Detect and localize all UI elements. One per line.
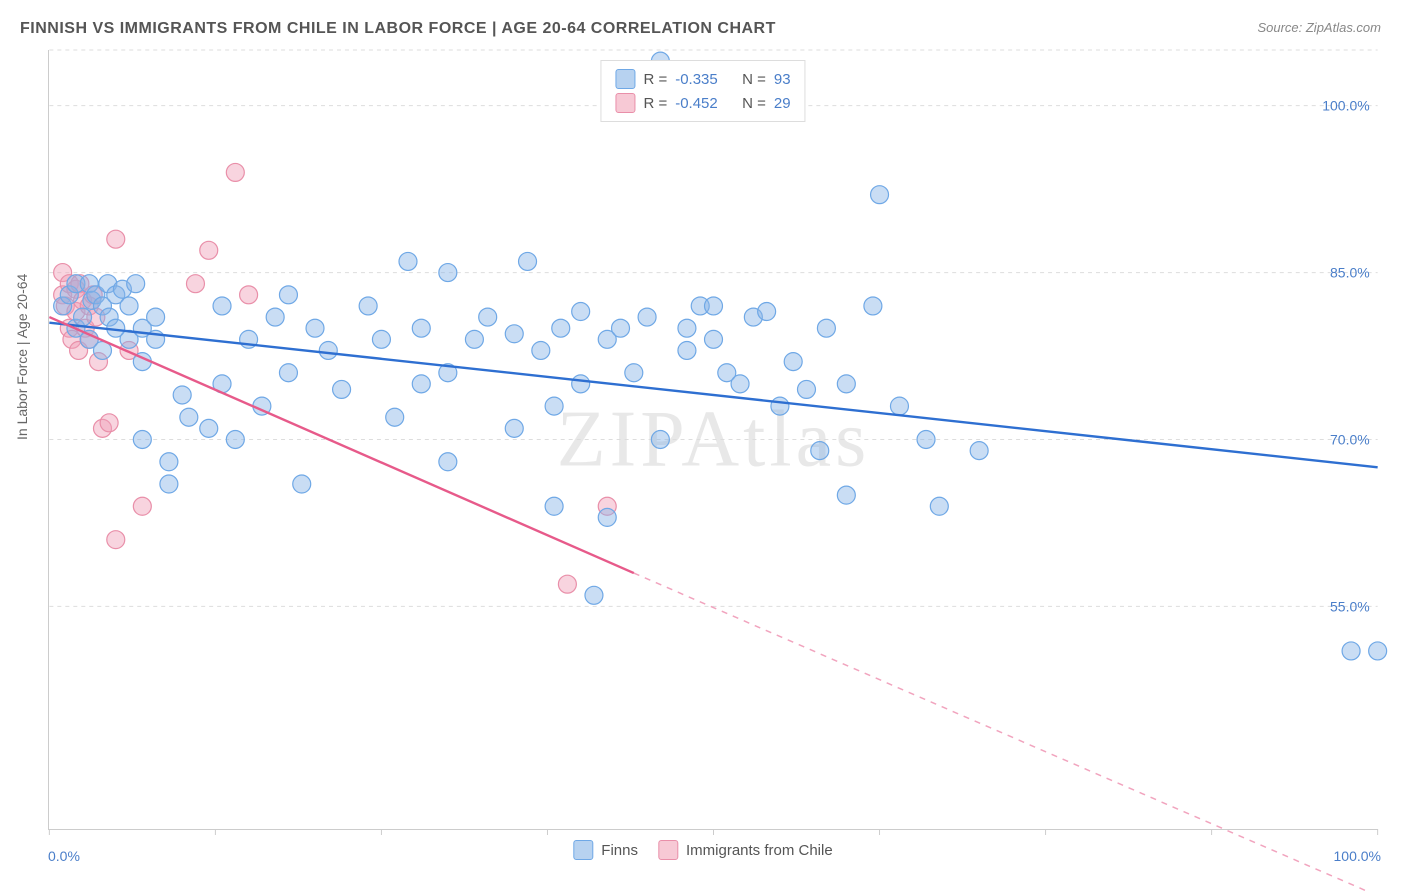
chart-title: FINNISH VS IMMIGRANTS FROM CHILE IN LABO… [20, 20, 776, 38]
source-credit: Source: ZipAtlas.com [1257, 20, 1381, 35]
swatch-finns [615, 69, 635, 89]
r-value-finns: -0.335 [675, 71, 718, 88]
series-legend: Finns Immigrants from Chile [565, 838, 840, 862]
r-label: R = [643, 71, 667, 88]
chart-plot-area: ZIPAtlas 55.0%70.0%85.0%100.0% [48, 50, 1378, 830]
swatch-chile [615, 93, 635, 113]
source-prefix: Source: [1257, 20, 1305, 35]
n-label: N = [742, 71, 766, 88]
legend-label-chile: Immigrants from Chile [686, 842, 833, 859]
n-value-chile: 29 [774, 95, 791, 112]
legend-label-finns: Finns [601, 842, 638, 859]
swatch-chile [658, 840, 678, 860]
n-value-finns: 93 [774, 71, 791, 88]
r-value-chile: -0.452 [675, 95, 718, 112]
svg-text:55.0%: 55.0% [1330, 598, 1370, 614]
svg-text:85.0%: 85.0% [1330, 265, 1370, 281]
svg-text:100.0%: 100.0% [1322, 98, 1369, 114]
legend-row-chile: R = -0.452 N = 29 [615, 91, 790, 115]
swatch-finns [573, 840, 593, 860]
scatter-plot-svg: 55.0% 70.0% 85.0% 100.0% [49, 50, 1378, 829]
svg-text:70.0%: 70.0% [1330, 431, 1370, 447]
y-axis-label: In Labor Force | Age 20-64 [14, 274, 30, 440]
n-label: N = [742, 95, 766, 112]
x-tick-100: 100.0% [1334, 848, 1381, 864]
correlation-legend: R = -0.335 N = 93 R = -0.452 N = 29 [600, 60, 805, 122]
legend-item-finns: Finns [573, 840, 638, 860]
legend-row-finns: R = -0.335 N = 93 [615, 67, 790, 91]
legend-item-chile: Immigrants from Chile [658, 840, 833, 860]
source-name: ZipAtlas.com [1306, 20, 1381, 35]
x-tick-0: 0.0% [48, 848, 80, 864]
r-label: R = [643, 95, 667, 112]
